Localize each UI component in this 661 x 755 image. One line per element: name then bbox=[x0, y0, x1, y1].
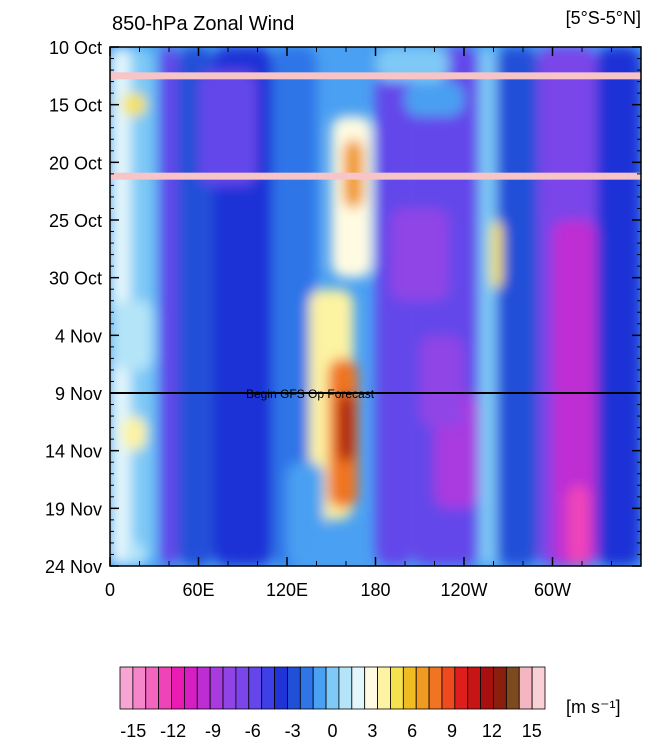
colorbar-swatch bbox=[325, 666, 340, 710]
forecast-marker: Begin GFS Op Forecast bbox=[110, 387, 641, 401]
colorbar-swatch bbox=[531, 666, 546, 710]
colorbar-swatch bbox=[222, 666, 237, 710]
colorbar-swatch bbox=[351, 666, 366, 710]
colorbar-tick-label: -9 bbox=[205, 721, 221, 741]
colorbar-tick-label: 6 bbox=[407, 721, 417, 741]
wind-region bbox=[160, 47, 178, 566]
colorbar-swatch bbox=[235, 666, 250, 710]
colorbar: -15 -12 -9 -6 -3 0 3 6 9 12 15 bbox=[119, 666, 546, 741]
colorbar-swatch bbox=[480, 666, 494, 710]
colorbar-swatch bbox=[299, 666, 314, 710]
colorbar-unit-label: [m s⁻¹] bbox=[566, 697, 621, 717]
region-label: [5°S-5°N] bbox=[566, 8, 641, 28]
x-tick-label: 60E bbox=[182, 580, 214, 600]
y-tick-label: 20 Oct bbox=[49, 153, 102, 173]
x-tick-label: 180 bbox=[360, 580, 390, 600]
forecast-label: Begin GFS Op Forecast bbox=[246, 387, 375, 401]
x-tick-label: 0 bbox=[105, 580, 115, 600]
colorbar-swatch bbox=[158, 666, 172, 710]
colorbar-swatch bbox=[428, 666, 443, 710]
colorbar-swatch bbox=[312, 666, 327, 710]
wind-region bbox=[287, 462, 324, 566]
colorbar-tick-label: 3 bbox=[367, 721, 377, 741]
missing-data-band bbox=[110, 72, 641, 80]
colorbar-swatch bbox=[183, 666, 198, 710]
colorbar-swatch bbox=[338, 666, 353, 710]
missing-data-band bbox=[110, 172, 641, 180]
wind-region bbox=[496, 47, 538, 566]
colorbar-tick-label: 15 bbox=[522, 721, 542, 741]
colorbar-swatch bbox=[454, 666, 469, 710]
colorbar-swatch bbox=[132, 666, 147, 710]
wind-region bbox=[338, 393, 354, 463]
colorbar-tick-label: 0 bbox=[327, 721, 337, 741]
colorbar-swatch bbox=[145, 666, 160, 710]
colorbar-tick-label: -6 bbox=[245, 721, 261, 741]
y-axis: 10 Oct 15 Oct 20 Oct 25 Oct 30 Oct 4 Nov 9 Nov… bbox=[45, 38, 641, 577]
wind-region bbox=[390, 208, 450, 301]
colorbar-swatch bbox=[518, 666, 533, 710]
colorbar-swatch bbox=[505, 666, 520, 710]
colorbar-swatch bbox=[441, 666, 456, 710]
wind-region bbox=[567, 485, 590, 566]
colorbar-tick-label: 9 bbox=[447, 721, 457, 741]
y-tick-label: 24 Nov bbox=[45, 557, 102, 577]
wind-region bbox=[121, 416, 147, 451]
colorbar-swatch bbox=[171, 666, 185, 710]
colorbar-swatch bbox=[209, 666, 224, 710]
x-axis: 0 60E 120E 180 120W 60W bbox=[105, 47, 612, 600]
colorbar-swatch bbox=[248, 666, 263, 710]
colorbar-swatch bbox=[364, 666, 378, 710]
wind-region bbox=[124, 542, 146, 566]
x-tick-label: 60W bbox=[534, 580, 571, 600]
plot-area bbox=[110, 47, 641, 566]
colorbar-tick-label: -15 bbox=[120, 721, 146, 741]
colorbar-tick-label: 12 bbox=[482, 721, 502, 741]
chart-title: 850-hPa Zonal Wind bbox=[112, 13, 294, 35]
x-tick-label: 120E bbox=[266, 580, 308, 600]
colorbar-swatch bbox=[390, 666, 404, 710]
colorbar-swatch bbox=[274, 666, 288, 710]
y-tick-label: 9 Nov bbox=[55, 384, 102, 404]
colorbar-swatch bbox=[261, 666, 275, 710]
x-tick-label: 120W bbox=[440, 580, 487, 600]
wind-region bbox=[375, 47, 413, 566]
y-tick-label: 30 Oct bbox=[49, 269, 102, 289]
missing-data-bands bbox=[110, 72, 641, 180]
colorbar-swatch bbox=[377, 666, 391, 710]
wind-region bbox=[110, 300, 155, 370]
colorbar-swatch bbox=[467, 666, 482, 710]
colorbar-swatch bbox=[493, 666, 507, 710]
colorbar-tick-label: -3 bbox=[285, 721, 301, 741]
wind-region bbox=[490, 220, 503, 290]
colorbar-swatch bbox=[119, 666, 134, 710]
y-tick-label: 15 Oct bbox=[49, 96, 102, 116]
colorbar-swatch bbox=[287, 666, 301, 710]
colorbar-swatch bbox=[402, 666, 417, 710]
wind-region bbox=[596, 47, 641, 566]
wind-region bbox=[419, 335, 464, 428]
y-tick-label: 14 Nov bbox=[45, 442, 102, 462]
colorbar-tick-label: -12 bbox=[160, 721, 186, 741]
wind-field bbox=[110, 47, 641, 566]
y-tick-label: 19 Nov bbox=[45, 499, 102, 519]
wind-region bbox=[478, 47, 497, 566]
wind-region bbox=[121, 93, 147, 117]
colorbar-swatch bbox=[415, 666, 430, 710]
colorbar-swatch bbox=[196, 666, 211, 710]
y-tick-label: 4 Nov bbox=[55, 326, 102, 346]
y-tick-label: 25 Oct bbox=[49, 211, 102, 231]
wind-region bbox=[198, 70, 258, 186]
y-tick-label: 10 Oct bbox=[49, 38, 102, 58]
wind-region bbox=[405, 81, 464, 117]
